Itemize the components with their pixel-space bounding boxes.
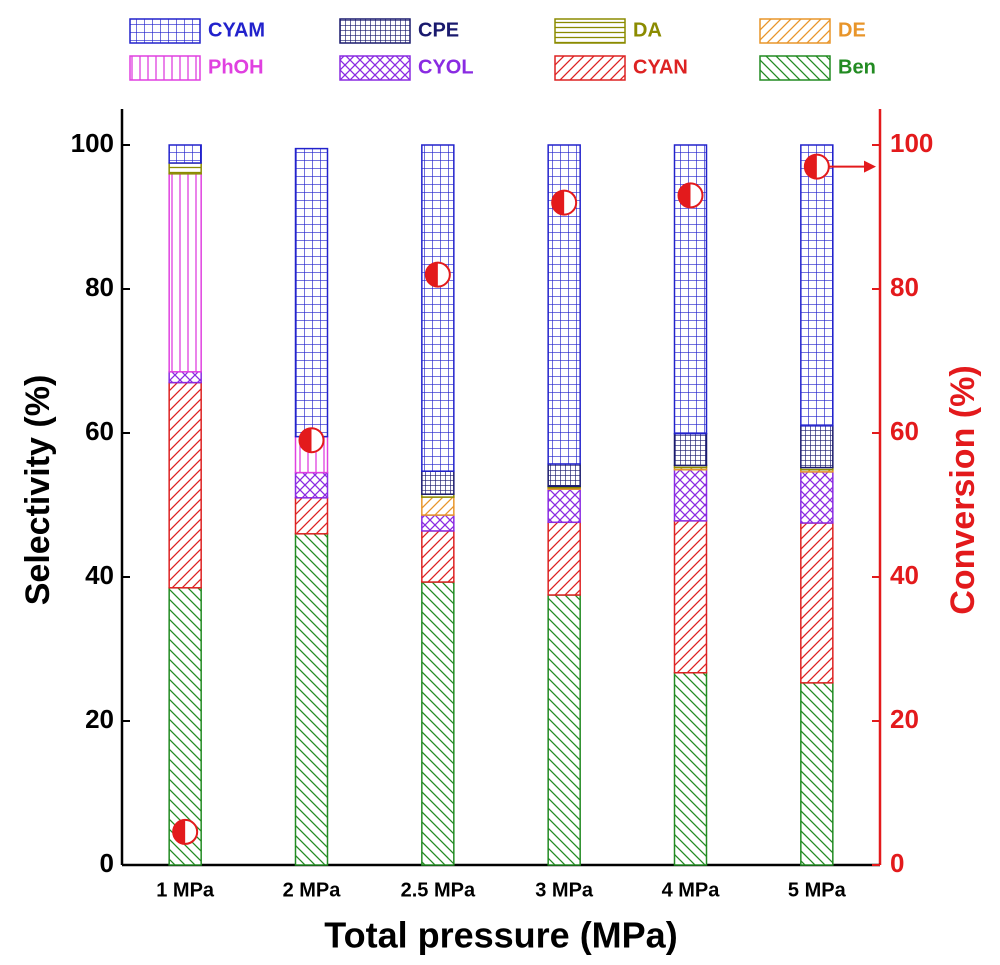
- bar-segment: [673, 468, 708, 522]
- bar-segment: [800, 471, 834, 524]
- legend-label: DA: [633, 19, 662, 41]
- bar-segment: [421, 144, 455, 472]
- bar-segment: [800, 682, 834, 866]
- legend-swatch: [759, 55, 831, 81]
- bar-segment: [294, 497, 329, 535]
- x-tick-label: 4 MPa: [662, 879, 721, 901]
- bar-segment: [294, 533, 329, 866]
- bar-segment: [168, 587, 202, 866]
- y-tick-label: 60: [85, 416, 114, 446]
- bar-segment: [421, 470, 455, 495]
- x-axis-title: Total pressure (MPa): [324, 915, 677, 956]
- bar-segment: [547, 594, 581, 866]
- legend-label: CYAN: [633, 56, 688, 78]
- bar-segment: [168, 173, 202, 373]
- point-half: [425, 262, 438, 287]
- legend-label: CYAM: [208, 19, 265, 41]
- legend-label: DE: [838, 19, 866, 41]
- bar-segment: [294, 471, 329, 499]
- bar-segment: [673, 432, 708, 467]
- bar-segment: [168, 371, 202, 384]
- legend-label: CPE: [418, 19, 459, 41]
- bar-segment: [800, 425, 834, 469]
- legend-swatch: [759, 18, 831, 44]
- legend-label: Ben: [838, 56, 876, 78]
- bar-segment: [547, 521, 581, 596]
- y2-tick-label: 20: [890, 704, 919, 734]
- y2-axis-title: Conversion (%): [944, 365, 982, 614]
- y-tick-label: 80: [85, 272, 114, 302]
- bar-segment: [168, 381, 202, 589]
- bar-segment: [421, 514, 455, 532]
- y-tick-label: 0: [100, 848, 114, 878]
- point-half: [804, 154, 817, 179]
- legend-label: CYOL: [418, 56, 474, 78]
- point-half: [173, 819, 186, 844]
- legend-swatch: [129, 18, 201, 44]
- bar-segment: [421, 530, 455, 583]
- bar-segment: [673, 520, 708, 674]
- x-tick-label: 2 MPa: [283, 879, 342, 901]
- bar-segment: [168, 144, 202, 164]
- bar-segment: [547, 488, 581, 524]
- point-half: [552, 190, 565, 215]
- point-half: [678, 183, 691, 208]
- x-tick-label: 5 MPa: [788, 879, 847, 901]
- bar-segment: [673, 672, 708, 866]
- y-axis-title: Selectivity (%): [19, 375, 57, 606]
- y-tick-label: 40: [85, 560, 114, 590]
- bar-segment: [168, 162, 202, 175]
- y2-tick-label: 40: [890, 560, 919, 590]
- bar-segment: [294, 147, 329, 438]
- y2-tick-label: 100: [890, 128, 933, 158]
- y-tick-label: 20: [85, 704, 114, 734]
- y2-tick-label: 60: [890, 416, 919, 446]
- y2-tick-label: 0: [890, 848, 904, 878]
- bar-segment: [547, 463, 581, 488]
- legend-label: PhOH: [208, 56, 264, 78]
- bar-segment: [421, 496, 455, 516]
- x-tick-label: 2.5 MPa: [401, 879, 476, 901]
- y-tick-label: 100: [71, 128, 114, 158]
- axis-arrowhead: [864, 160, 876, 173]
- bar-segment: [421, 581, 455, 866]
- x-tick-label: 3 MPa: [535, 879, 594, 901]
- legend-swatch: [339, 55, 411, 81]
- point-half: [299, 428, 312, 453]
- legend-swatch: [129, 55, 201, 81]
- bar-segment: [800, 522, 834, 684]
- legend-swatch: [554, 18, 626, 44]
- legend-swatch: [554, 55, 626, 81]
- y2-tick-label: 80: [890, 272, 919, 302]
- legend-swatch: [339, 18, 411, 44]
- x-tick-label: 1 MPa: [156, 879, 215, 901]
- bar-segment: [800, 144, 834, 427]
